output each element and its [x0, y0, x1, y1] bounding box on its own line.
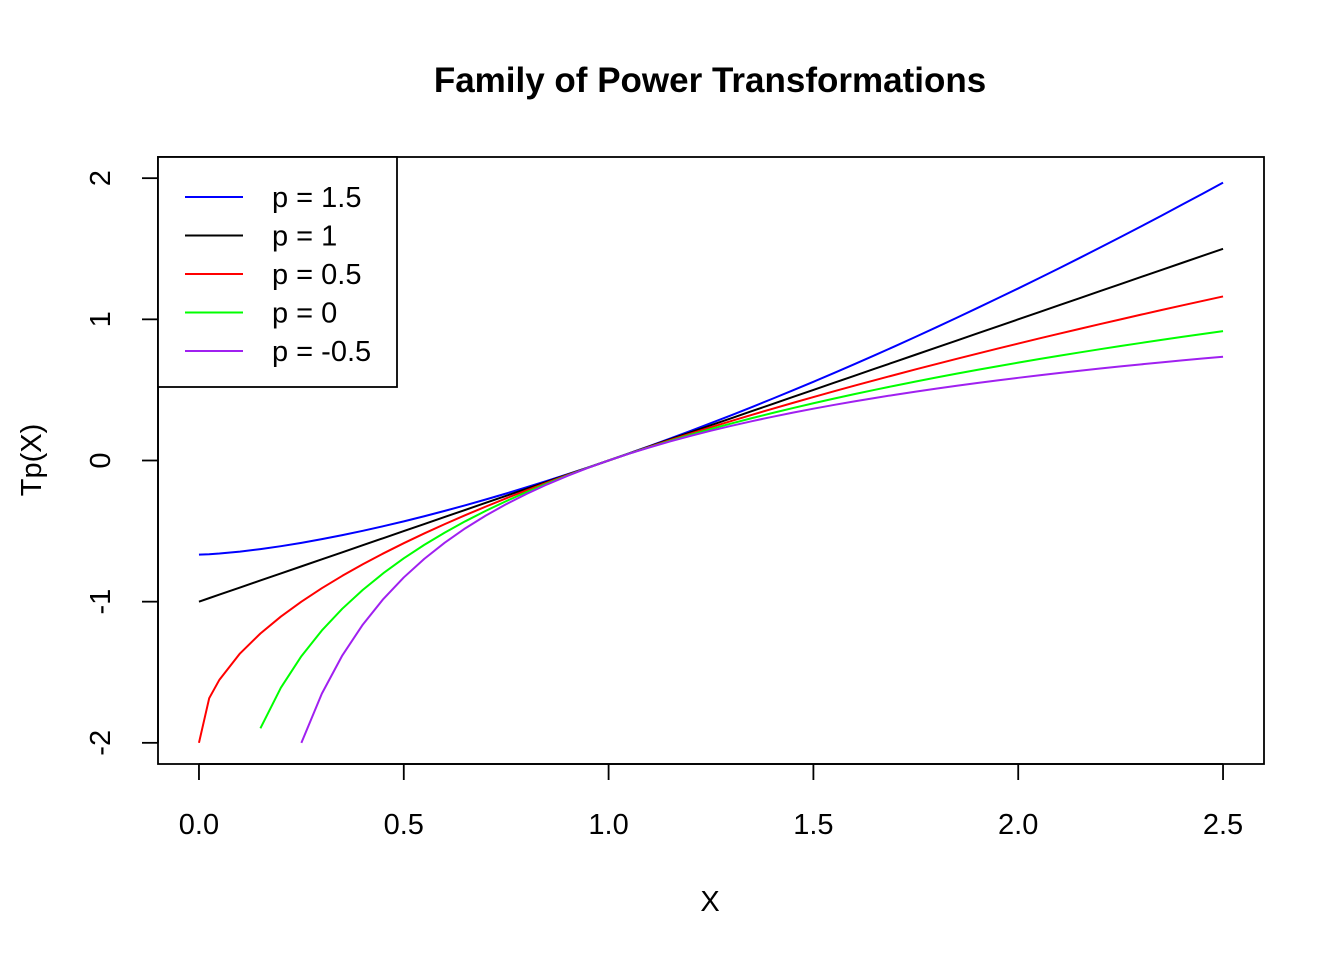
x-tick-label: 0.5: [384, 809, 424, 841]
y-tick-label: -1: [85, 589, 117, 615]
x-axis: 0.0 0.5 1.0 1.5 2.0 2.5: [179, 763, 1243, 841]
x-tick-label: 2.0: [998, 809, 1038, 841]
series-line-p-0-5: [197, 295, 1224, 744]
legend: p = 1.5 p = 1 p = 0.5 p = 0 p = -0.5: [157, 156, 398, 388]
legend-item-p-0: p = 0: [185, 298, 337, 330]
legend-label: p = 1: [272, 221, 337, 253]
series-line-p-0-5: [300, 355, 1224, 744]
y-tick-label: 1: [85, 311, 117, 327]
legend-box: [157, 156, 398, 388]
legend-label: p = -0.5: [272, 336, 371, 368]
y-tick-label: -2: [85, 730, 117, 756]
x-tick-label: 1.5: [793, 809, 833, 841]
x-tick-label: 0.0: [179, 809, 219, 841]
x-axis-label: X: [700, 886, 719, 918]
series-line-p-1-5: [198, 181, 1224, 556]
x-tick-label: 1.0: [588, 809, 628, 841]
legend-label: p = 1.5: [272, 182, 362, 214]
legend-item-p-1: p = 1: [185, 221, 337, 253]
legend-item-p-0-5: p = 0.5: [185, 259, 362, 291]
chart-title: Family of Power Transformations: [434, 61, 986, 100]
series-line-p-0: [259, 330, 1224, 729]
legend-label: p = 0: [272, 298, 337, 330]
series-layer: [197, 181, 1224, 744]
legend-item-p-1-5: p = 1.5: [185, 182, 362, 214]
legend-label: p = 0.5: [272, 259, 362, 291]
series-line-p-1: [198, 247, 1224, 603]
y-tick-label: 2: [85, 170, 117, 186]
x-tick-label: 2.5: [1203, 809, 1243, 841]
y-axis: -2 -1 0 1 2: [85, 170, 159, 756]
y-axis-label: Tp(X): [16, 424, 48, 497]
y-tick-label: 0: [85, 452, 117, 468]
legend-item-p-0-5: p = -0.5: [185, 336, 371, 368]
